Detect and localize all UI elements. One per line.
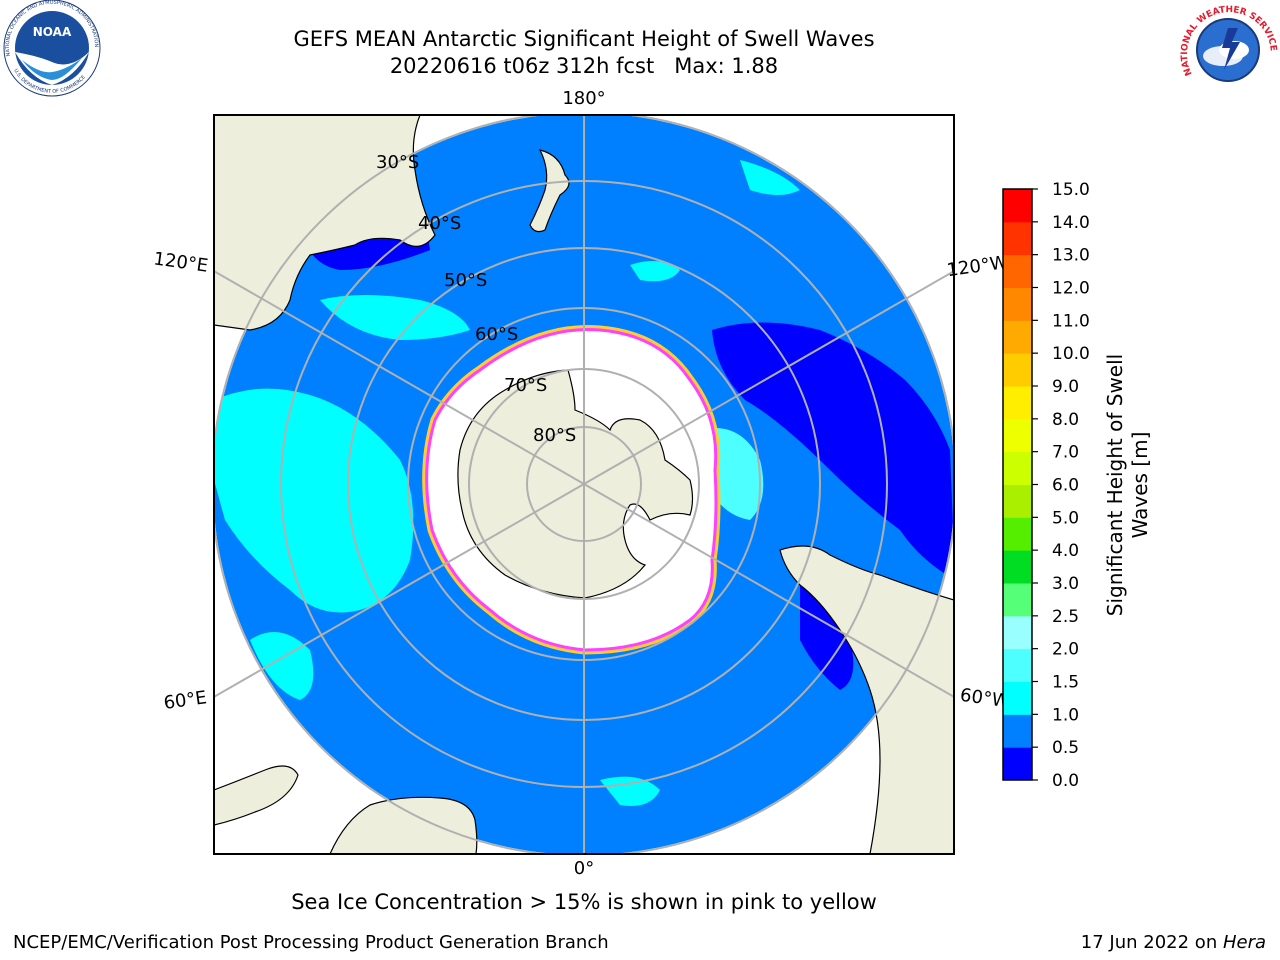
lat-label-40: 40°S bbox=[418, 213, 461, 234]
nws-logo-icon: NATIONAL WEATHER SERVICE bbox=[1180, 4, 1278, 96]
footer-date-text: 17 Jun 2022 on bbox=[1080, 932, 1223, 953]
chart-title: GEFS MEAN Antarctic Significant Height o… bbox=[0, 26, 1168, 80]
swell-region-northwest bbox=[320, 295, 470, 340]
sea-ice-edge-pink bbox=[425, 328, 718, 652]
noaa-logo-text: NOAA bbox=[33, 25, 72, 39]
lon-label-120e: 120°E bbox=[152, 248, 209, 276]
swell-region-west bbox=[214, 388, 414, 613]
colorbar-label: Significant Height of Swell Waves [m] bbox=[1103, 353, 1152, 617]
colorbar-segment bbox=[1003, 221, 1032, 256]
map-frame bbox=[213, 114, 955, 855]
colorbar-segment bbox=[1003, 517, 1032, 551]
lon-label-120w: 120°W bbox=[945, 252, 1009, 281]
swell-region-south bbox=[600, 776, 660, 806]
colorbar-tick-label: 2.5 bbox=[1052, 607, 1079, 627]
swell-region-north-small bbox=[630, 261, 680, 282]
colorbar-segment bbox=[1003, 484, 1032, 518]
colorbar-tick-label: 5.0 bbox=[1052, 508, 1079, 528]
colorbar-tick-label: 0.0 bbox=[1052, 771, 1079, 791]
colorbar-segment bbox=[1003, 714, 1032, 748]
title-line-1: GEFS MEAN Antarctic Significant Height o… bbox=[293, 27, 875, 51]
colorbar-tick-label: 10.0 bbox=[1052, 344, 1090, 364]
colorbar-tick-label: 2.0 bbox=[1052, 640, 1079, 660]
colorbar-tick-label: 4.0 bbox=[1052, 541, 1079, 561]
colorbar-segment bbox=[1003, 451, 1032, 485]
colorbar-tick-label: 9.0 bbox=[1052, 377, 1079, 397]
meridian-60e-120w bbox=[214, 269, 954, 699]
title-line-2: 20220616 t06z 312h fcst Max: 1.88 bbox=[389, 54, 779, 78]
colorbar-tick-label: 1.0 bbox=[1052, 705, 1079, 725]
colorbar-tick-label: 8.0 bbox=[1052, 410, 1079, 430]
noaa-logo-icon: NOAA NATIONAL OCEANIC AND ATMOSPHERIC AD… bbox=[3, 0, 101, 97]
africa-landmass bbox=[329, 796, 478, 854]
lon-label-0: 0° bbox=[574, 858, 594, 879]
australia-landmass bbox=[214, 115, 436, 331]
south-america-landmass bbox=[779, 545, 954, 854]
antarctica-landmass bbox=[457, 369, 694, 599]
colorbar-tick-label: 7.0 bbox=[1052, 443, 1079, 463]
colorbar-tick-label: 1.5 bbox=[1052, 673, 1079, 693]
colorbar-segment bbox=[1003, 386, 1032, 420]
colorbar: 0.0 0.5 1.0 1.5 2.0 2.5 3.0 4.0 5.0 6.0 7.0 8.0 9.0 1… bbox=[1002, 180, 1090, 791]
footer-machine: Hera bbox=[1222, 932, 1266, 953]
colorbar-segment bbox=[1003, 254, 1032, 288]
colorbar-tick-label: 15.0 bbox=[1052, 180, 1090, 200]
graticule bbox=[214, 115, 954, 854]
lat-label-70: 70°S bbox=[504, 375, 547, 396]
colorbar-segment bbox=[1003, 747, 1032, 781]
colorbar-segment bbox=[1003, 320, 1032, 354]
madagascar-landmass bbox=[214, 765, 299, 826]
colorbar-tick-label: 12.0 bbox=[1052, 279, 1090, 299]
colorbar-segment bbox=[1003, 189, 1032, 223]
colorbar-tick-label: 11.0 bbox=[1052, 311, 1090, 331]
colorbar-segment bbox=[1003, 353, 1032, 387]
colorbar-tick-label: 14.0 bbox=[1052, 213, 1090, 233]
swell-region-north-east bbox=[740, 160, 800, 195]
colorbar-segment bbox=[1003, 418, 1032, 453]
colorbar-tick-label: 0.5 bbox=[1052, 738, 1079, 758]
colorbar-segment bbox=[1003, 583, 1032, 617]
colorbar-tick-label: 3.0 bbox=[1052, 574, 1079, 594]
lat-label-60: 60°S bbox=[475, 324, 518, 345]
lat-label-30: 30°S bbox=[376, 152, 419, 173]
new-zealand-landmass bbox=[529, 149, 570, 233]
sea-ice-caption: Sea Ice Concentration > 15% is shown in … bbox=[291, 890, 877, 914]
lat-label-80: 80°S bbox=[533, 425, 576, 446]
colorbar-segment bbox=[1003, 615, 1032, 650]
lon-label-60e: 60°E bbox=[162, 687, 208, 714]
colorbar-tick-label: 13.0 bbox=[1052, 246, 1090, 266]
colorbar-segment bbox=[1003, 681, 1032, 715]
footer-credit: NCEP/EMC/Verification Post Processing Pr… bbox=[13, 932, 609, 953]
calm-region-south-america bbox=[800, 570, 854, 690]
footer-date: 17 Jun 2022 on Hera bbox=[1081, 932, 1266, 953]
colorbar-segment bbox=[1003, 550, 1032, 584]
calm-region-east bbox=[712, 322, 954, 580]
colorbar-tick-label: 6.0 bbox=[1052, 476, 1079, 496]
colorbar-segment bbox=[1003, 287, 1032, 321]
colorbar-segment bbox=[1003, 648, 1032, 682]
lon-label-180: 180° bbox=[562, 88, 605, 109]
lat-label-50: 50°S bbox=[444, 270, 487, 291]
